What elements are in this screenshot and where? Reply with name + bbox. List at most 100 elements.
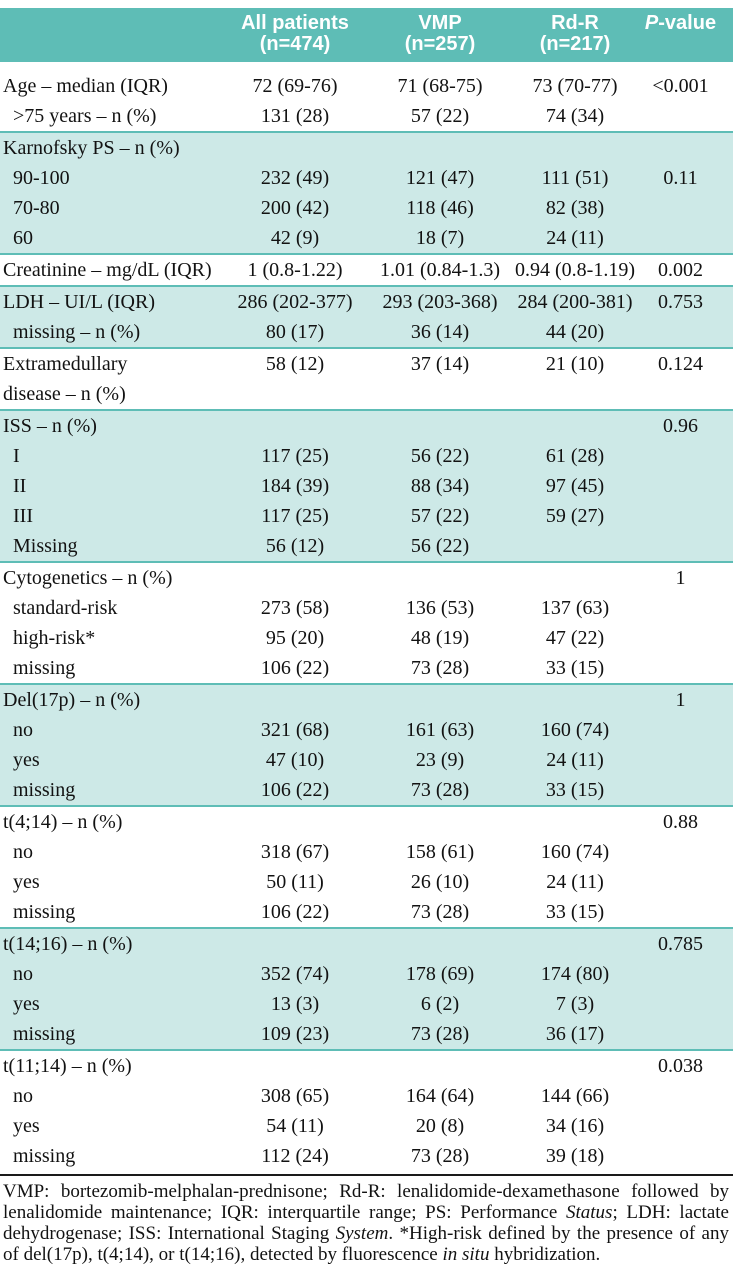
footnote-italic-segment: in situ bbox=[442, 1244, 490, 1265]
header-p-value-rest: -value bbox=[658, 12, 717, 34]
cell-all-patients: 286 (202-377) bbox=[237, 291, 353, 313]
table-row: yes 54 (11) 20 (8) 34 (16) bbox=[0, 1111, 733, 1141]
cell-rdr bbox=[510, 410, 640, 441]
cell-rdr bbox=[510, 562, 640, 593]
cell-p-value bbox=[640, 1141, 733, 1171]
footnote-segment: ; LDH: lactate dehydrogenase; ISS: Inter… bbox=[3, 1202, 729, 1244]
cell-p-value: 1 bbox=[675, 689, 686, 711]
table-row: t(4;14) – n (%) 0.88 bbox=[0, 806, 733, 837]
footnote-italic-segment: System bbox=[335, 1223, 389, 1244]
cell-vmp: 118 (46) bbox=[406, 197, 474, 219]
table-section: Cytogenetics – n (%) 1 standard-risk 273 (5… bbox=[0, 562, 733, 684]
table-row: 60 42 (9) 18 (7) 24 (11) bbox=[0, 223, 733, 254]
table-row: ISS – n (%) 0.96 bbox=[0, 410, 733, 441]
row-label: no bbox=[13, 719, 33, 741]
table-row: >75 years – n (%) 131 (28) 57 (22) 74 (34) bbox=[0, 101, 733, 132]
cell-rdr: 44 (20) bbox=[545, 321, 605, 343]
cell-rdr: 284 (200-381) bbox=[517, 291, 633, 313]
cell-all-patients: 54 (11) bbox=[266, 1115, 324, 1137]
cell-p-value bbox=[640, 867, 733, 897]
cell-p-value bbox=[640, 531, 733, 562]
header-all-patients-title: All patients bbox=[241, 12, 349, 34]
table-row: II 184 (39) 88 (34) 97 (45) bbox=[0, 471, 733, 501]
cell-vmp: 164 (64) bbox=[405, 1085, 475, 1107]
cell-all-patients: 131 (28) bbox=[260, 105, 330, 127]
cell-all-patients: 321 (68) bbox=[260, 719, 330, 741]
cell-rdr: 24 (11) bbox=[546, 871, 604, 893]
cell-vmp: 73 (28) bbox=[410, 779, 470, 801]
cell-vmp: 158 (61) bbox=[405, 841, 475, 863]
cell-all-patients: 273 (58) bbox=[260, 597, 330, 619]
table-row: Extramedullary disease – n (%) 58 (12) 37 … bbox=[0, 348, 733, 410]
cell-rdr: 97 (45) bbox=[545, 475, 605, 497]
characteristics-table: All patients (n=474) VMP (n=257) Rd-R (n… bbox=[0, 8, 733, 1171]
cell-vmp: 121 (47) bbox=[405, 167, 475, 189]
cell-p-value bbox=[640, 959, 733, 989]
cell-vmp: 36 (14) bbox=[410, 321, 470, 343]
cell-p-value bbox=[640, 715, 733, 745]
cell-p-value bbox=[640, 593, 733, 623]
table-row: no 308 (65) 164 (64) 144 (66) bbox=[0, 1081, 733, 1111]
row-label: Missing bbox=[13, 535, 78, 557]
table-row: Creatinine – mg/dL (IQR) 1 (0.8-1.22) 1.01… bbox=[0, 254, 733, 286]
cell-vmp: 57 (22) bbox=[410, 505, 470, 527]
cell-p-value: 0.124 bbox=[658, 353, 703, 375]
table-section: Extramedullary disease – n (%) 58 (12) 37 … bbox=[0, 348, 733, 410]
cell-p-value bbox=[640, 317, 733, 348]
cell-vmp: 26 (10) bbox=[410, 871, 470, 893]
cell-rdr: 160 (74) bbox=[540, 719, 610, 741]
table-row: missing – n (%) 80 (17) 36 (14) 44 (20) bbox=[0, 317, 733, 348]
cell-all-patients: 109 (23) bbox=[260, 1023, 330, 1045]
cell-vmp: 57 (22) bbox=[410, 105, 470, 127]
cell-all-patients bbox=[220, 928, 370, 959]
cell-vmp: 37 (14) bbox=[410, 353, 470, 375]
cell-p-value bbox=[640, 775, 733, 806]
row-label: yes bbox=[13, 993, 40, 1015]
row-label: yes bbox=[13, 749, 40, 771]
cell-vmp: 73 (28) bbox=[410, 901, 470, 923]
row-label: t(4;14) – n (%) bbox=[3, 811, 123, 833]
cell-all-patients: 352 (74) bbox=[260, 963, 330, 985]
table-row: no 352 (74) 178 (69) 174 (80) bbox=[0, 959, 733, 989]
table-row: missing 106 (22) 73 (28) 33 (15) bbox=[0, 897, 733, 928]
table-row: 70-80 200 (42) 118 (46) 82 (38) bbox=[0, 193, 733, 223]
cell-p-value bbox=[640, 441, 733, 471]
row-label: no bbox=[13, 841, 33, 863]
row-label: II bbox=[13, 475, 27, 497]
cell-rdr: 33 (15) bbox=[545, 901, 605, 923]
cell-rdr: 174 (80) bbox=[540, 963, 610, 985]
row-label: ISS – n (%) bbox=[3, 415, 97, 437]
cell-p-value: <0.001 bbox=[652, 75, 709, 97]
table-row: standard-risk 273 (58) 136 (53) 137 (63) bbox=[0, 593, 733, 623]
cell-all-patients: 1 (0.8-1.22) bbox=[247, 259, 343, 281]
table-row: missing 106 (22) 73 (28) 33 (15) bbox=[0, 653, 733, 684]
cell-p-value bbox=[640, 471, 733, 501]
table-section: Creatinine – mg/dL (IQR) 1 (0.8-1.22) 1.01… bbox=[0, 254, 733, 286]
header-rdr-n: (n=217) bbox=[539, 33, 611, 55]
table-row: missing 106 (22) 73 (28) 33 (15) bbox=[0, 775, 733, 806]
table-row: LDH – UI/L (IQR) 286 (202-377) 293 (203-36… bbox=[0, 286, 733, 317]
cell-vmp bbox=[370, 1050, 510, 1081]
cell-p-value bbox=[640, 1019, 733, 1050]
cell-all-patients: 106 (22) bbox=[260, 901, 330, 923]
cell-vmp: 71 (68-75) bbox=[397, 75, 483, 97]
cell-vmp: 23 (9) bbox=[415, 749, 465, 771]
cell-vmp bbox=[370, 410, 510, 441]
header-p-value-italic: P bbox=[644, 12, 659, 34]
cell-rdr bbox=[510, 1050, 640, 1081]
cell-all-patients: 106 (22) bbox=[260, 657, 330, 679]
row-label: 70-80 bbox=[13, 197, 60, 219]
cell-p-value bbox=[640, 837, 733, 867]
cell-p-value: 0.038 bbox=[658, 1055, 703, 1077]
table-row: yes 47 (10) 23 (9) 24 (11) bbox=[0, 745, 733, 775]
cell-p-value: 0.96 bbox=[663, 415, 698, 437]
cell-vmp bbox=[370, 806, 510, 837]
cell-vmp bbox=[370, 132, 510, 163]
cell-rdr bbox=[510, 531, 640, 562]
table-row: Age – median (IQR) 72 (69-76) 71 (68-75) 73… bbox=[0, 62, 733, 101]
cell-all-patients: 200 (42) bbox=[260, 197, 330, 219]
table-section: t(4;14) – n (%) 0.88 no 318 (67) 158 (61) 160… bbox=[0, 806, 733, 928]
row-label: no bbox=[13, 963, 33, 985]
row-label: t(11;14) – n (%) bbox=[3, 1055, 132, 1077]
